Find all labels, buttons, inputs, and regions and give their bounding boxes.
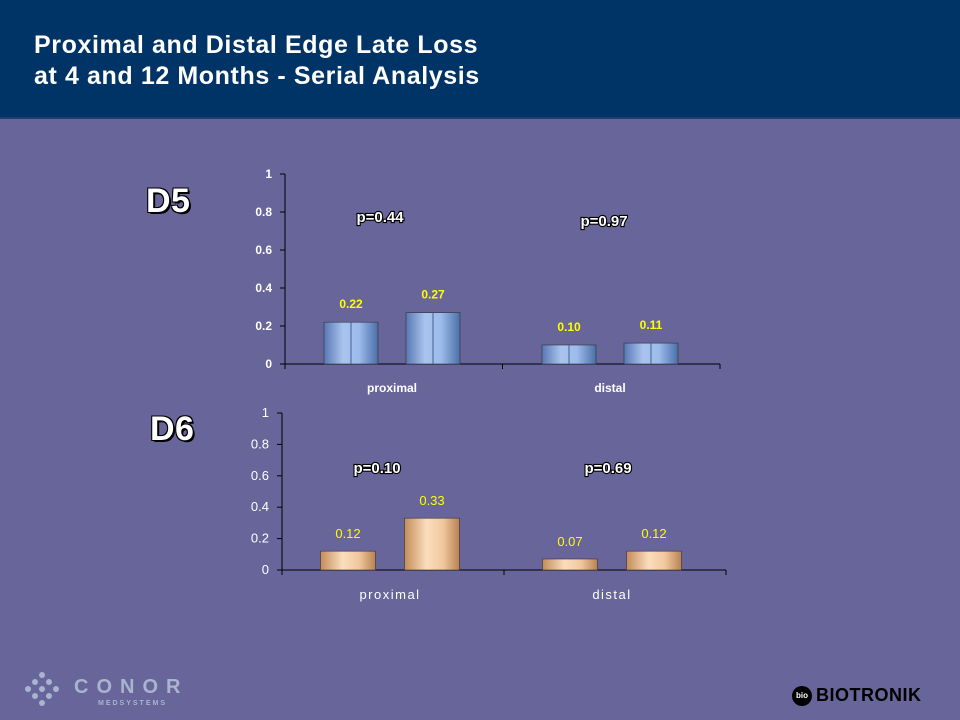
conor-subtitle: MEDSYSTEMS [98, 700, 168, 707]
chart-d6-y-tick-label: 0 [262, 562, 269, 577]
chart-d5-data-label: 0.27 [421, 288, 445, 302]
chart-d5-data-label: 0.10 [557, 320, 581, 334]
chart-d5-category-label: distal [594, 381, 625, 395]
header-bar: Proximal and Distal Edge Late Loss at 4 … [0, 0, 960, 119]
chart-d6-data-label: 0.12 [335, 526, 360, 541]
chart-d6-y-tick-label: 0.6 [251, 468, 269, 483]
chart-d6-y-tick-label: 1 [262, 405, 269, 420]
chart-d5-y-tick-label: 0.6 [255, 243, 272, 257]
chart-d5-y-tick-label: 1 [265, 167, 272, 181]
chart-d6-data-label: 0.33 [419, 493, 444, 508]
chart-d6-p-value: p=0.69 [584, 460, 631, 477]
conor-diamond-icon [25, 672, 59, 706]
chart-d5-y-tick-label: 0 [265, 357, 272, 371]
chart-d6-bar-distal-2 [626, 550, 682, 571]
chart-d5-y-tick-label: 0.2 [255, 319, 272, 333]
chart-d5-data-label: 0.22 [339, 297, 363, 311]
chart-d5-p-value: p=0.44 [356, 209, 404, 226]
conor-wordmark: CONOR [74, 676, 189, 698]
chart-d5-category-label: proximal [367, 381, 417, 395]
biotronik-circle-icon: bio [792, 686, 812, 706]
chart-d5-label: D5 [146, 182, 191, 220]
page-title: Proximal and Distal Edge Late Loss at 4 … [34, 30, 480, 92]
chart-d5-y-tick-label: 0.4 [255, 281, 272, 295]
chart-d5-y-tick-label: 0.8 [255, 205, 272, 219]
chart-d6-category-label: distal [592, 587, 631, 602]
conor-medsystems-logo: CONOR MEDSYSTEMS [22, 670, 180, 710]
chart-d6-data-label: 0.12 [641, 526, 666, 541]
chart-d6-bar-proximal-1 [320, 550, 376, 571]
page-title-line-1: Proximal and Distal Edge Late Loss [34, 31, 479, 59]
chart-d5-p-value: p=0.97 [580, 213, 627, 230]
chart-d6-y-tick-label: 0.8 [251, 436, 269, 451]
biotronik-wordmark: BIOTRONIK [816, 685, 922, 705]
chart-d6-y-tick-label: 0.4 [251, 499, 269, 514]
chart-d5-data-label: 0.11 [640, 318, 663, 332]
chart-d6-category-label: proximal [359, 587, 420, 602]
chart-d6-y-tick-label: 0.2 [251, 531, 269, 546]
chart-d6-label: D6 [150, 410, 195, 448]
chart-d6-p-value: p=0.10 [353, 460, 400, 477]
chart-d6-bar-proximal-2 [404, 517, 460, 571]
chart-d6-data-label: 0.07 [557, 534, 582, 549]
page-title-line-2: at 4 and 12 Months - Serial Analysis [34, 62, 480, 90]
chart-d6-bar-distal-1 [542, 558, 598, 571]
